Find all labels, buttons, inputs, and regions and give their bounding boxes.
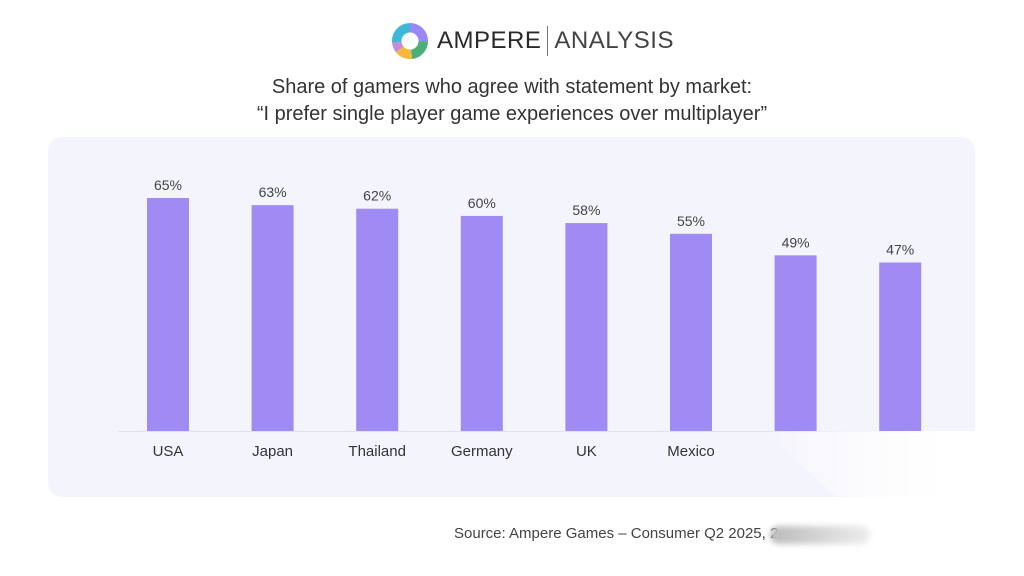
brand-secondary: ANALYSIS xyxy=(554,27,674,54)
logo-ring-icon xyxy=(391,22,429,60)
bar xyxy=(670,233,712,431)
chart-title-line2: “I prefer single player game experiences… xyxy=(256,103,768,125)
data-label: 65% xyxy=(154,177,182,193)
ampere-analysis-logo: AMPERE ANALYSIS xyxy=(391,21,674,61)
data-label: 63% xyxy=(259,184,287,200)
bar xyxy=(879,262,922,431)
data-label: 47% xyxy=(886,242,914,258)
x-tick-label: USA xyxy=(153,443,184,460)
logo-divider xyxy=(547,26,549,56)
x-tick-label: Mexico xyxy=(667,443,715,460)
bar xyxy=(251,205,294,431)
source-note: Source: Ampere Games – Consumer Q2 2025,… xyxy=(454,525,779,542)
bar xyxy=(565,223,608,431)
x-tick-label: Thailand xyxy=(348,443,406,460)
bar xyxy=(774,255,817,431)
bar xyxy=(147,197,189,431)
brand-primary: AMPERE xyxy=(437,27,542,54)
x-tick-label: Japan xyxy=(252,443,293,460)
bar xyxy=(460,215,503,431)
x-tick-label: Germany xyxy=(451,443,513,460)
bar xyxy=(356,208,399,431)
data-label: 55% xyxy=(677,213,705,229)
data-label: 62% xyxy=(363,188,391,204)
obscured-region xyxy=(770,526,870,544)
data-label: 58% xyxy=(572,202,600,218)
chart-title-line1: Share of gamers who agree with statement… xyxy=(271,76,753,98)
data-label: 49% xyxy=(782,234,810,250)
x-tick-label: UK xyxy=(576,443,597,460)
data-label: 60% xyxy=(468,195,496,211)
